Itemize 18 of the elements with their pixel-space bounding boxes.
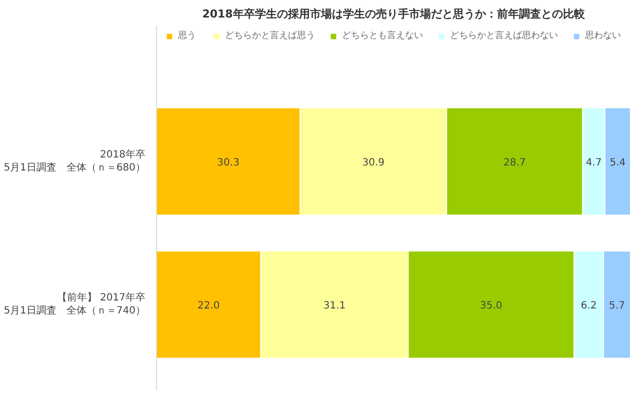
- y-tick-label: 2018年卒 5月1日調査 全体（ｎ＝680）: [4, 148, 146, 174]
- data-label: 35.0: [480, 300, 502, 312]
- legend-label: どちらかと言えば思わない: [450, 30, 558, 42]
- data-label: 6.2: [580, 300, 597, 312]
- data-label: 30.3: [217, 157, 240, 168]
- data-label: 4.7: [586, 157, 602, 168]
- y-tick-label: 【前年】 2017年卒 5月1日調査 全体（ｎ＝740）: [4, 292, 146, 317]
- data-label: 30.9: [362, 157, 384, 168]
- legend-label: どちらかと言えば思う: [225, 30, 315, 42]
- legend-label: どちらとも言えない: [342, 30, 423, 42]
- legend-label: 思う: [178, 30, 197, 42]
- chart-title: 2018年卒学生の採用市場は学生の売り手市場だと思うか：前年調査との比較: [202, 8, 586, 20]
- data-label: 5.7: [609, 300, 625, 312]
- data-label: 5.4: [610, 157, 626, 168]
- data-label: 22.0: [198, 300, 220, 312]
- data-label: 28.7: [503, 157, 526, 168]
- legend-label: 思わない: [585, 30, 621, 42]
- data-label: 31.1: [323, 300, 346, 312]
